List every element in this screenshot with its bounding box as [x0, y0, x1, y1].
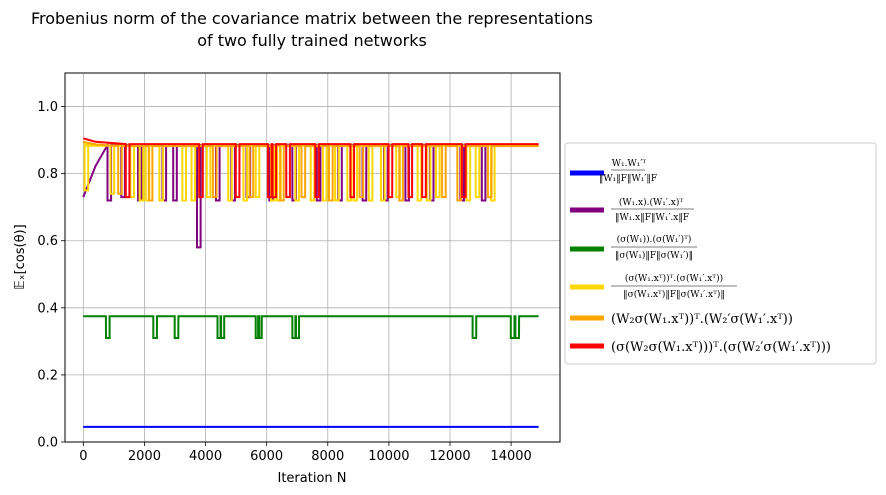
y-tick-label: 1.0	[37, 100, 58, 115]
svg-text:‖σ(W₁.xᵀ)‖F‖σ(W₁′.xᵀ)‖: ‖σ(W₁.xᵀ)‖F‖σ(W₁′.xᵀ)‖	[623, 289, 725, 300]
legend-label-2: (W₁.x).(W₁′.x)ᵀ ‖W₁.x‖F‖W₁′.x‖F	[611, 197, 694, 223]
x-tick-label: 4000	[189, 449, 222, 464]
legend-label-6: (σ(W₂σ(W₁.xᵀ)))ᵀ.(σ(W₂′σ(W₁′.xᵀ)))	[611, 340, 831, 355]
chart-title-line-1: Frobenius norm of the covariance matrix …	[31, 9, 593, 28]
legend-label-1: W₁.W₁′ᵀ ‖W₁‖F‖W₁′‖F	[599, 159, 657, 184]
x-ticks: 0 2000 4000 6000 8000 10000 12000 14000	[79, 442, 532, 464]
x-axis-label: Iteration N	[278, 471, 347, 486]
svg-text:‖σ(W₁)‖F‖σ(W₁′)‖: ‖σ(W₁)‖F‖σ(W₁′)‖	[615, 250, 693, 261]
x-tick-label: 2000	[128, 449, 161, 464]
svg-text:(σ(W₁)).(σ(W₁′)ᵀ): (σ(W₁)).(σ(W₁′)ᵀ)	[617, 234, 692, 245]
plot-frame	[64, 72, 561, 443]
y-tick-label: 0.8	[37, 167, 58, 182]
y-tick-label: 0.4	[37, 301, 58, 316]
svg-text:(σ(W₁.xᵀ))ᵀ.(σ(W₁′.xᵀ)): (σ(W₁.xᵀ))ᵀ.(σ(W₁′.xᵀ))	[625, 273, 723, 284]
x-tick-label: 8000	[311, 449, 344, 464]
svg-text:(W₁.x).(W₁′.x)ᵀ: (W₁.x).(W₁′.x)ᵀ	[619, 197, 684, 208]
x-tick-label: 6000	[250, 449, 283, 464]
legend-label-3: (σ(W₁)).(σ(W₁′)ᵀ) ‖σ(W₁)‖F‖σ(W₁′)‖	[611, 234, 697, 261]
series-line-6	[83, 137, 539, 199]
svg-text:W₁.W₁′ᵀ: W₁.W₁′ᵀ	[612, 159, 647, 169]
x-tick-label: 0	[79, 449, 87, 464]
grid	[65, 73, 560, 443]
legend: W₁.W₁′ᵀ ‖W₁‖F‖W₁′‖F (W₁.x).(W₁′.x)ᵀ ‖W₁.…	[564, 142, 877, 365]
y-axis-label: 𝔼ₓ[cos(θ)]	[13, 224, 28, 289]
x-tick-label: 14000	[490, 449, 531, 464]
legend-label-4: (σ(W₁.xᵀ))ᵀ.(σ(W₁′.xᵀ)) ‖σ(W₁.xᵀ)‖F‖σ(W₁…	[611, 273, 737, 300]
series-line-3	[83, 315, 539, 339]
series-group	[82, 137, 539, 428]
y-tick-label: 0.2	[37, 368, 58, 383]
y-tick-label: 0.6	[37, 234, 58, 249]
legend-box	[564, 142, 877, 365]
legend-label-5: (W₂σ(W₁.xᵀ))ᵀ.(W₂′σ(W₁′.xᵀ))	[611, 312, 793, 327]
x-tick-label: 10000	[368, 449, 409, 464]
chart-title-line-2: of two fully trained networks	[197, 31, 427, 50]
svg-text:‖W₁‖F‖W₁′‖F: ‖W₁‖F‖W₁′‖F	[599, 174, 657, 184]
x-tick-label: 12000	[429, 449, 470, 464]
series-line-5	[83, 140, 539, 202]
y-ticks: 0.0 0.2 0.4 0.6 0.8 1.0	[37, 100, 65, 451]
y-tick-label: 0.0	[37, 436, 58, 451]
svg-text:‖W₁.x‖F‖W₁′.x‖F: ‖W₁.x‖F‖W₁′.x‖F	[615, 213, 689, 223]
